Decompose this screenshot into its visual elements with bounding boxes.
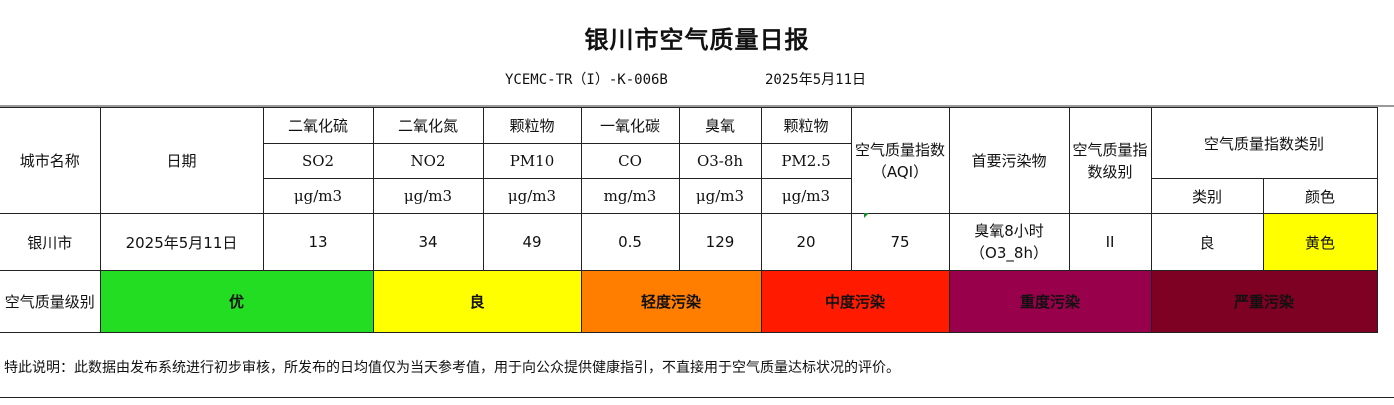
bottom-divider (0, 397, 1394, 398)
header-co-symbol: CO (580, 143, 680, 179)
aqi-table: 城市名称 日期 二氧化硫 二氧化氮 颗粒物 一氧化碳 臭氧 颗粒物 空气质量指数… (0, 107, 1378, 333)
report-date: 2025年5月11日 (765, 72, 867, 88)
header-so2-name: 二氧化硫 (262, 107, 374, 144)
cell-co: 0.5 (580, 213, 680, 271)
header-pm25-name: 颗粒物 (760, 107, 852, 144)
cell-so2: 13 (262, 213, 374, 271)
header-no2-unit: μg/m3 (372, 178, 484, 214)
header-so2-symbol: SO2 (262, 143, 374, 179)
header-level: 空气质量指数级别 (1068, 107, 1152, 214)
cell-category: 良 (1150, 213, 1264, 271)
cell-category-color: 黄色 (1262, 213, 1378, 271)
cell-o3: 129 (678, 213, 762, 271)
cell-primary-pollutant: 臭氧8小时（O3_8h） (948, 213, 1070, 271)
level-excellent: 优 (99, 270, 374, 333)
report-title: 银川市空气质量日报 (584, 26, 810, 54)
cell-no2: 34 (372, 213, 484, 271)
header-category-color: 颜色 (1262, 178, 1378, 214)
header-category-type: 类别 (1150, 178, 1264, 214)
report-code: YCEMC-TR（I）-K-006B (505, 72, 668, 88)
header-pm10-symbol: PM10 (482, 143, 582, 179)
cell-pm25: 20 (760, 213, 852, 271)
header-so2-unit: μg/m3 (262, 178, 374, 214)
header-category: 空气质量指数类别 (1150, 107, 1378, 179)
cell-city: 银川市 (0, 213, 101, 271)
header-o3-unit: μg/m3 (678, 178, 762, 214)
header-co-name: 一氧化碳 (580, 107, 680, 144)
header-no2-name: 二氧化氮 (372, 107, 484, 144)
header-pm10-name: 颗粒物 (482, 107, 582, 144)
level-moderate-pollution: 中度污染 (760, 270, 950, 333)
level-good: 良 (372, 270, 582, 333)
cell-pm10: 49 (482, 213, 582, 271)
header-city: 城市名称 (0, 107, 101, 214)
cell-comment-marker (864, 213, 869, 218)
levels-label: 空气质量级别 (0, 270, 101, 333)
header-aqi: 空气质量指数（AQI） (850, 107, 950, 214)
header-pm25-unit: μg/m3 (760, 178, 852, 214)
header-co-unit: mg/m3 (580, 178, 680, 214)
cell-level: II (1068, 213, 1152, 271)
header-pm25-symbol: PM2.5 (760, 143, 852, 179)
header-pm10-unit: μg/m3 (482, 178, 582, 214)
header-o3-name: 臭氧 (678, 107, 762, 144)
header-o3-symbol: O3-8h (678, 143, 762, 179)
header-primary-pollutant: 首要污染物 (948, 107, 1070, 214)
cell-date: 2025年5月11日 (99, 213, 264, 271)
level-severe-pollution: 严重污染 (1150, 270, 1378, 333)
top-divider (0, 105, 1394, 107)
header-date: 日期 (99, 107, 264, 214)
cell-aqi: 75 (850, 213, 950, 271)
disclaimer-note: 特此说明：此数据由发布系统进行初步审核，所发布的日均值仅为当天参考值，用于向公众… (4, 360, 900, 376)
level-light-pollution: 轻度污染 (580, 270, 762, 333)
header-no2-symbol: NO2 (372, 143, 484, 179)
level-heavy-pollution: 重度污染 (948, 270, 1152, 333)
